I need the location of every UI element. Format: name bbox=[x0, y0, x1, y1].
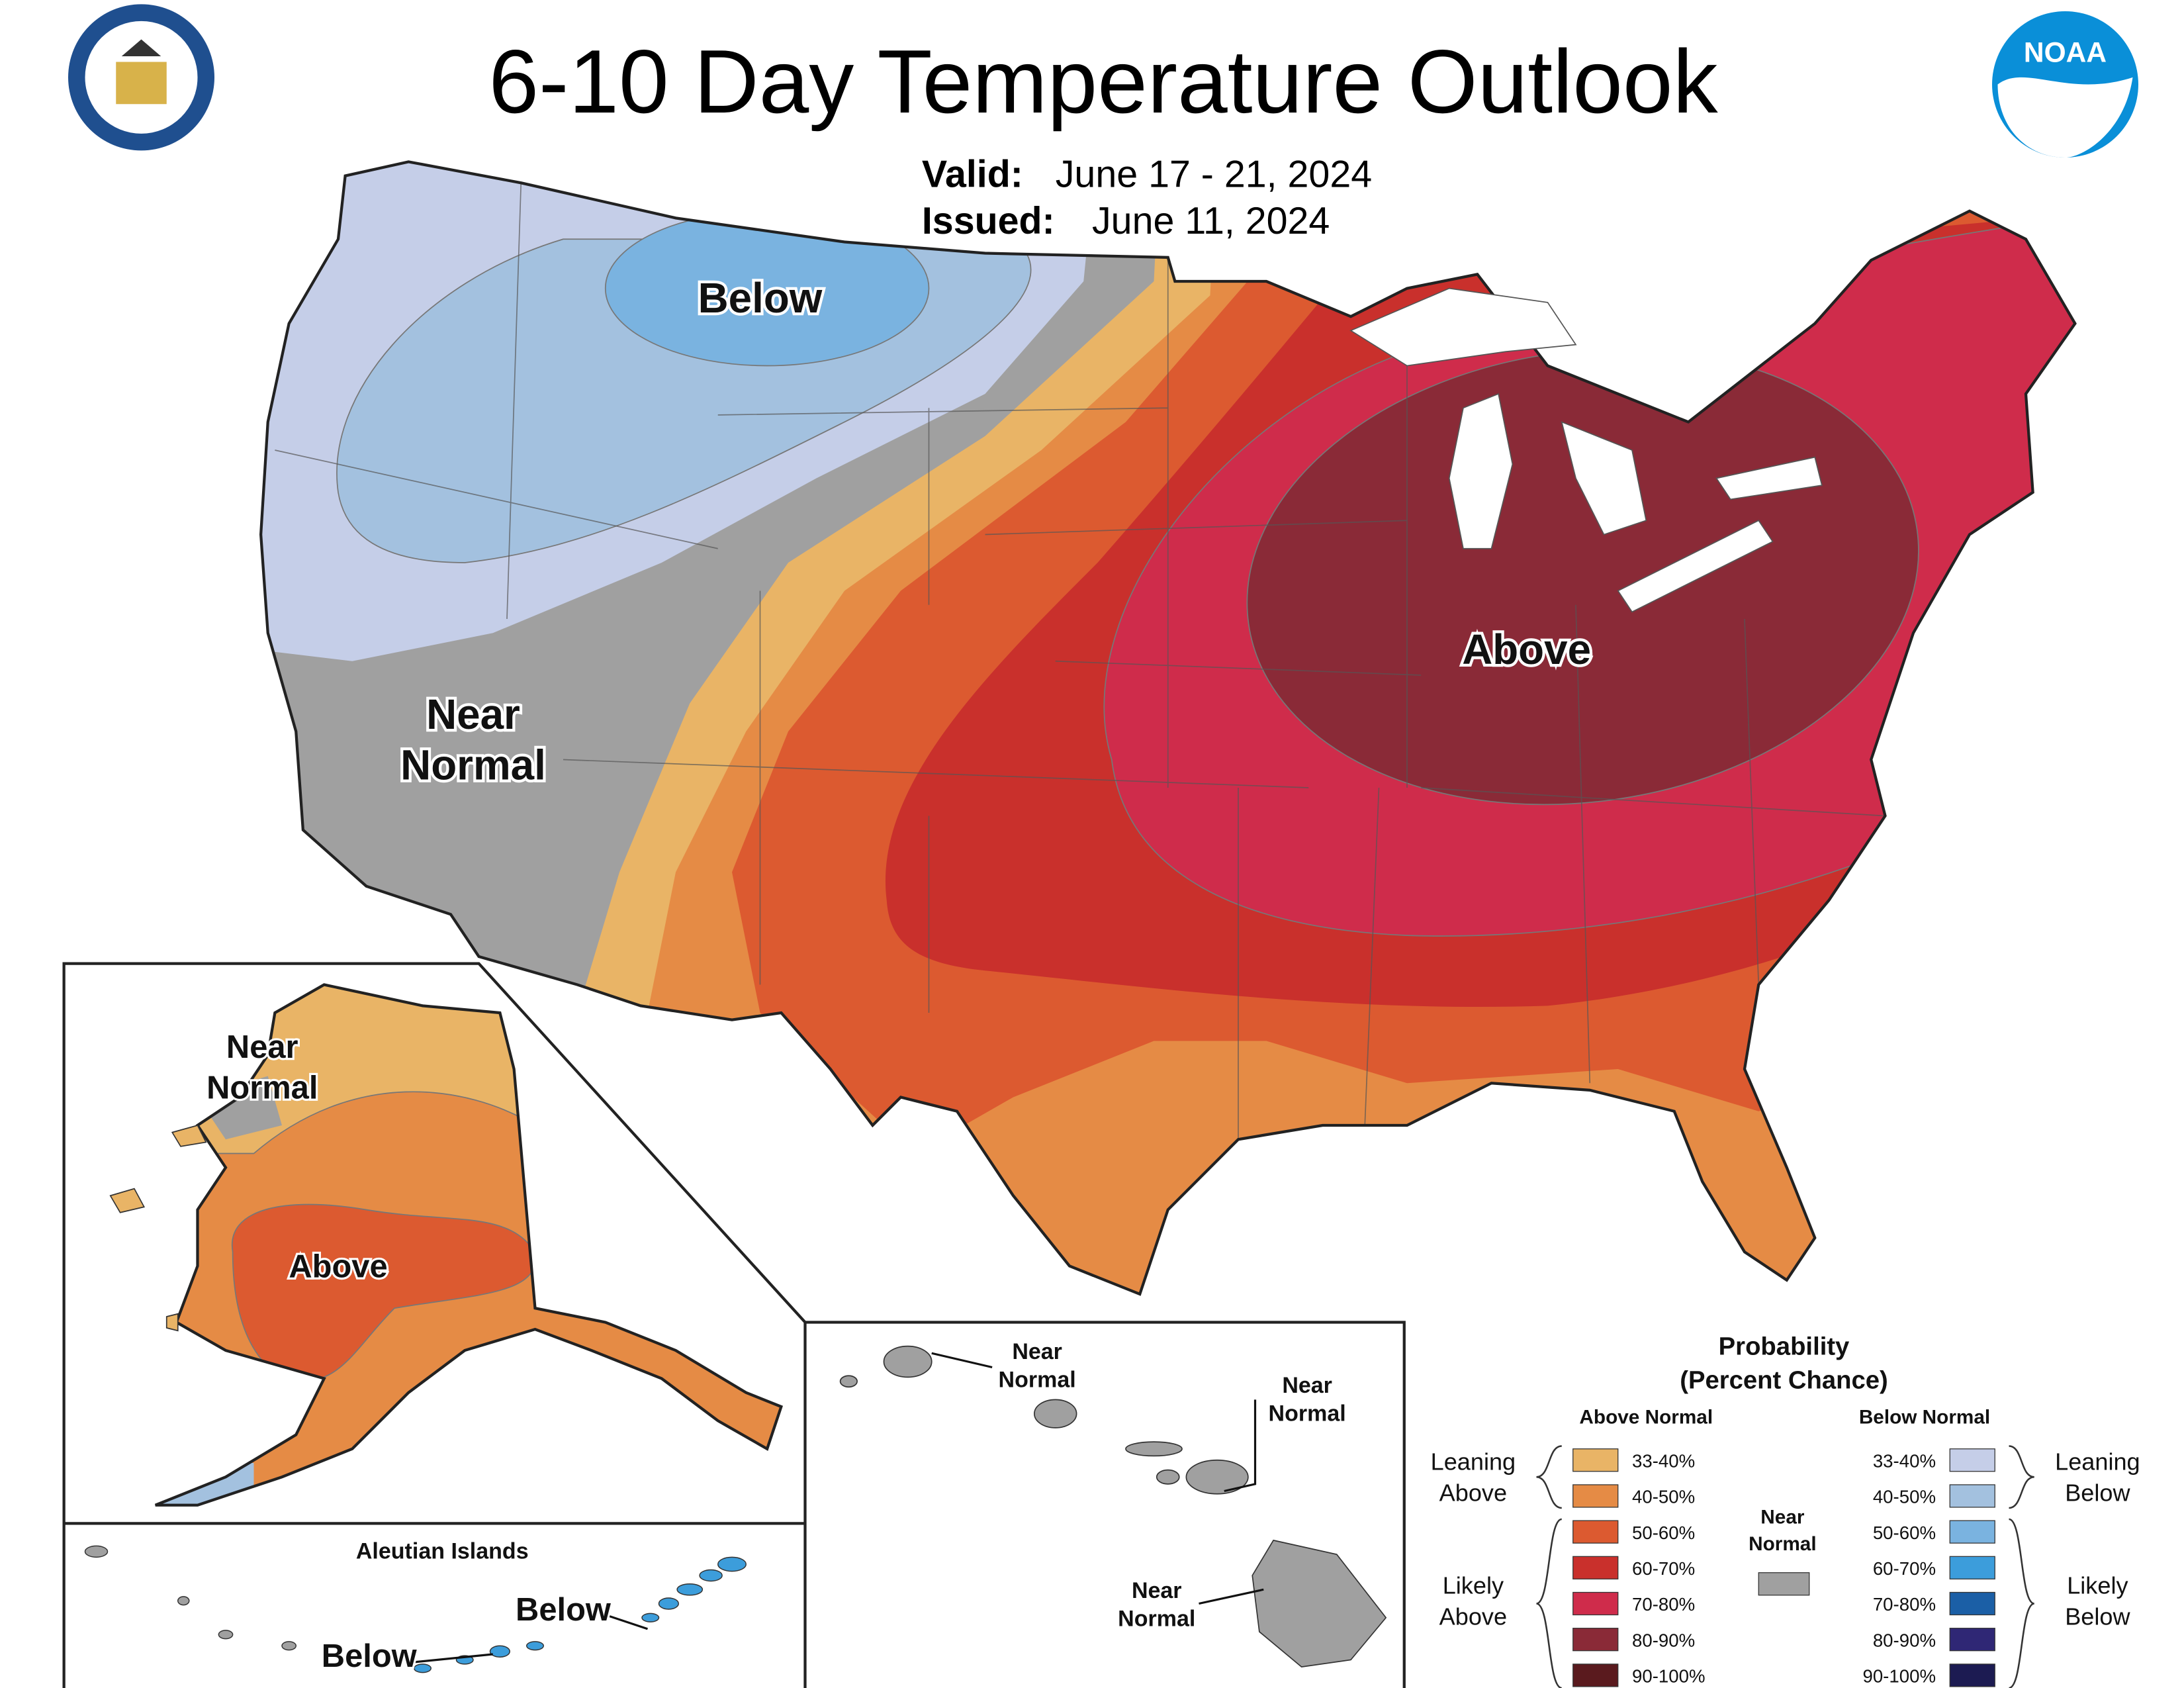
legend-swatch bbox=[1949, 1556, 1995, 1579]
legend-title: (Percent Chance) bbox=[1680, 1366, 1888, 1394]
legend-label: 80-90% bbox=[1873, 1630, 1936, 1650]
legend-label: 60-70% bbox=[1873, 1558, 1936, 1579]
legend-swatch bbox=[1949, 1664, 1995, 1687]
legend-group: Above bbox=[1439, 1479, 1507, 1506]
conus-above-label: Above bbox=[1462, 626, 1591, 673]
legend-swatch bbox=[1949, 1448, 1995, 1472]
legend: Probability (Percent Chance) Above Norma… bbox=[1431, 1332, 2140, 1688]
title: 6-10 Day Temperature Outlook bbox=[488, 31, 1718, 132]
alaska-islands bbox=[109, 1124, 207, 1332]
conus-near-label: Near bbox=[426, 690, 520, 738]
legend-group: Likely bbox=[1443, 1572, 1504, 1599]
legend-swatch bbox=[1572, 1664, 1619, 1687]
hawaii-near-label: Normal bbox=[1269, 1401, 1346, 1426]
legend-swatch bbox=[1949, 1591, 1995, 1616]
alaska-near-label: Near bbox=[226, 1029, 298, 1065]
legend-group: Leaning bbox=[1431, 1448, 1516, 1476]
commerce-seal bbox=[68, 4, 214, 151]
legend-swatch bbox=[1572, 1448, 1619, 1472]
legend-heading: Above Normal bbox=[1579, 1407, 1713, 1429]
legend-label: 40-50% bbox=[1873, 1487, 1936, 1507]
legend-group: Leaning bbox=[2055, 1448, 2140, 1476]
alaska-above-label: Above bbox=[289, 1249, 387, 1285]
legend-swatch bbox=[1572, 1520, 1619, 1544]
legend-label: 90-100% bbox=[1862, 1666, 1936, 1687]
legend-swatch bbox=[1949, 1628, 1995, 1652]
issued-date: June 11, 2024 bbox=[1092, 200, 1330, 242]
legend-swatch bbox=[1572, 1484, 1619, 1508]
valid-date: June 17 - 21, 2024 bbox=[1056, 154, 1372, 196]
alaska-near-label: Normal bbox=[206, 1070, 318, 1106]
hawaii-islands bbox=[839, 1345, 1387, 1668]
hawaii-near-label: Normal bbox=[999, 1367, 1076, 1392]
hawaii-near-label: Near bbox=[1282, 1373, 1332, 1398]
legend-swatch bbox=[1572, 1591, 1619, 1616]
aleutians-title: Aleutian Islands bbox=[356, 1539, 529, 1564]
legend-label: 70-80% bbox=[1632, 1594, 1695, 1615]
legend-group: Below bbox=[2065, 1479, 2130, 1506]
legend-group: Above bbox=[1439, 1603, 1507, 1630]
legend-title: Probability bbox=[1719, 1332, 1850, 1360]
great-lakes bbox=[1349, 287, 1823, 613]
leader-lines bbox=[931, 1352, 1264, 1605]
legend-label: 80-90% bbox=[1632, 1630, 1695, 1650]
hawaii-near-label: Near bbox=[1132, 1578, 1182, 1603]
hawaii-near-label: Normal bbox=[1118, 1607, 1195, 1632]
legend-label: 50-60% bbox=[1873, 1523, 1936, 1543]
legend-swatch bbox=[1572, 1628, 1619, 1652]
inset-frames bbox=[62, 962, 1406, 1688]
noaa-logo: NOAA bbox=[1992, 11, 2138, 158]
legend-label: 33-40% bbox=[1632, 1450, 1695, 1471]
legend-swatch bbox=[1758, 1572, 1810, 1596]
legend-swatch bbox=[1572, 1556, 1619, 1579]
noaa-text: NOAA bbox=[2024, 38, 2107, 69]
conus-near-label: Normal bbox=[400, 741, 546, 788]
legend-group: Below bbox=[2065, 1603, 2130, 1630]
legend-heading: Below Normal bbox=[1859, 1407, 1990, 1429]
legend-near: Normal bbox=[1749, 1533, 1817, 1555]
legend-label: 40-50% bbox=[1632, 1487, 1695, 1507]
legend-swatch bbox=[1949, 1520, 1995, 1544]
legend-near: Near bbox=[1760, 1506, 1805, 1528]
legend-swatch bbox=[1949, 1484, 1995, 1508]
aleutian-below-label: Below bbox=[322, 1638, 418, 1674]
legend-group: Likely bbox=[2067, 1572, 2128, 1599]
legend-label: 33-40% bbox=[1873, 1450, 1936, 1471]
aleutian-islands bbox=[84, 1545, 747, 1673]
issued-label: Issued: bbox=[922, 200, 1055, 242]
legend-label: 90-100% bbox=[1632, 1666, 1706, 1687]
conus-below-label: Below bbox=[698, 274, 823, 322]
valid-label: Valid: bbox=[922, 154, 1023, 196]
legend-label: 60-70% bbox=[1632, 1558, 1695, 1579]
hawaii-near-label: Near bbox=[1012, 1339, 1062, 1364]
leader-lines bbox=[408, 1613, 649, 1664]
aleutian-below-label: Below bbox=[516, 1592, 612, 1628]
legend-label: 70-80% bbox=[1873, 1594, 1936, 1615]
legend-label: 50-60% bbox=[1632, 1523, 1695, 1543]
